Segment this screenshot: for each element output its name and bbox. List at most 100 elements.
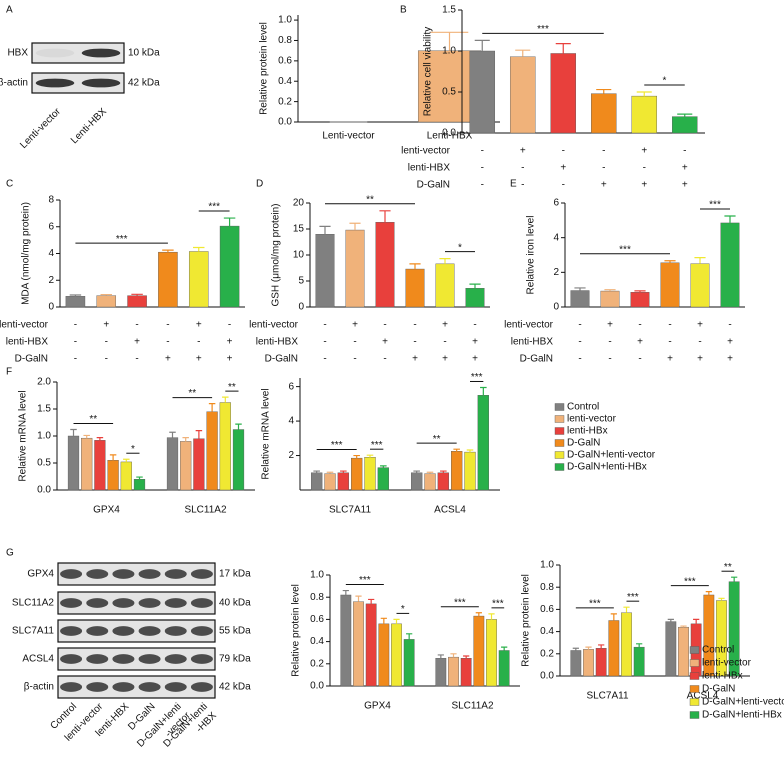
- condition-label: lenti-HBX: [408, 163, 451, 174]
- y-tick-label: 2: [553, 267, 559, 278]
- condition-sign: -: [683, 146, 686, 157]
- error-bar: [453, 448, 460, 452]
- condition-sign: +: [442, 320, 448, 331]
- bar: [337, 472, 350, 491]
- bar: [345, 229, 365, 308]
- legend-label: lenti-vector: [702, 658, 752, 669]
- error-bar: [694, 257, 706, 264]
- bar: [206, 411, 218, 491]
- condition-sign: -: [413, 320, 416, 331]
- y-tick-label: 0.2: [278, 96, 292, 107]
- panel-letter: C: [6, 179, 13, 190]
- significance-label: *: [401, 604, 405, 615]
- error-bar: [480, 386, 487, 396]
- error-bar: [634, 290, 646, 293]
- bar: [391, 623, 402, 687]
- legend-label: D-GalN+lenti-vector: [702, 697, 784, 708]
- bar: [315, 233, 335, 308]
- bar: [437, 472, 450, 491]
- error-bar: [466, 449, 474, 453]
- bar: [188, 251, 209, 308]
- condition-sign: -: [608, 354, 611, 365]
- error-bar: [731, 576, 738, 582]
- error-bar: [596, 88, 612, 94]
- bar: [403, 639, 415, 687]
- y-tick-label: 1.0: [278, 15, 292, 26]
- blot-size-label: 42 kDa: [128, 78, 160, 89]
- blot-band: [86, 682, 109, 692]
- condition-sign: -: [668, 337, 671, 348]
- bar: [180, 441, 192, 491]
- y-tick-label: 0: [48, 302, 54, 313]
- bar: [107, 460, 119, 491]
- legend-label: D-GalN: [702, 684, 735, 695]
- condition-sign: -: [323, 320, 326, 331]
- y-tick-label: 0.6: [278, 55, 292, 66]
- y-tick-label: 0: [553, 302, 559, 313]
- blot-row-label: SLC11A2: [12, 598, 55, 609]
- condition-sign: +: [103, 320, 109, 331]
- bar: [621, 612, 632, 677]
- error-bar: [70, 428, 77, 436]
- blot-band: [138, 654, 161, 664]
- error-bar: [380, 617, 387, 624]
- error-bar: [342, 589, 349, 595]
- condition-sign: +: [667, 354, 673, 365]
- error-bar: [636, 91, 652, 97]
- condition-sign: -: [521, 163, 524, 174]
- condition-sign: +: [637, 337, 643, 348]
- bar: [351, 457, 363, 491]
- legend-swatch: [689, 672, 700, 680]
- bar: [570, 290, 590, 308]
- error-bar: [574, 287, 586, 291]
- significance-label: ***: [371, 440, 383, 451]
- y-tick-label: 4: [48, 248, 54, 259]
- condition-sign: +: [727, 354, 733, 365]
- blot-band: [60, 598, 83, 608]
- condition-sign: +: [442, 354, 448, 365]
- bar: [133, 479, 146, 491]
- condition-label: lenti-HBX: [256, 337, 299, 348]
- y-tick-label: 0.0: [278, 117, 292, 128]
- condition-label: lenti-vector: [504, 320, 554, 331]
- legend-label: lenti-HBx: [702, 671, 743, 682]
- blot-row-label: β-actin: [0, 78, 28, 89]
- blot-row-label: SLC7A11: [12, 626, 55, 637]
- bar: [81, 437, 93, 491]
- bar: [720, 222, 740, 308]
- error-bar: [515, 49, 531, 57]
- bar: [411, 472, 423, 491]
- blot-size-label: 42 kDa: [219, 682, 251, 693]
- blot-band: [112, 626, 135, 636]
- y-axis-label: Relative iron level: [526, 216, 537, 295]
- significance-label: ***: [331, 440, 343, 451]
- bar: [630, 292, 650, 308]
- blot-band: [164, 654, 187, 664]
- condition-sign: -: [481, 163, 484, 174]
- condition-sign: -: [166, 320, 169, 331]
- y-tick-label: 0.5: [442, 87, 456, 98]
- bar: [365, 603, 377, 687]
- y-tick-label: 5: [298, 276, 304, 287]
- bar: [158, 251, 178, 308]
- y-tick-label: 0.0: [37, 485, 51, 496]
- error-bar: [326, 471, 334, 474]
- condition-sign: +: [196, 320, 202, 331]
- condition-sign: -: [638, 354, 641, 365]
- error-bar: [131, 293, 143, 296]
- blot-band: [138, 626, 161, 636]
- bar: [219, 402, 231, 491]
- y-tick-label: 0.8: [310, 592, 324, 603]
- panel-letter: B: [400, 5, 407, 16]
- bar: [595, 648, 607, 677]
- x-tick-label: SLC7A11: [329, 505, 372, 516]
- y-tick-label: 0.4: [540, 626, 554, 637]
- x-tick-label: Lenti-HBX: [427, 131, 473, 142]
- bar: [465, 288, 485, 308]
- bar: [166, 437, 179, 491]
- bar: [509, 56, 536, 134]
- blot-band: [81, 48, 121, 58]
- condition-sign: -: [668, 320, 671, 331]
- condition-sign: +: [641, 180, 647, 191]
- significance-label: ***: [627, 592, 639, 603]
